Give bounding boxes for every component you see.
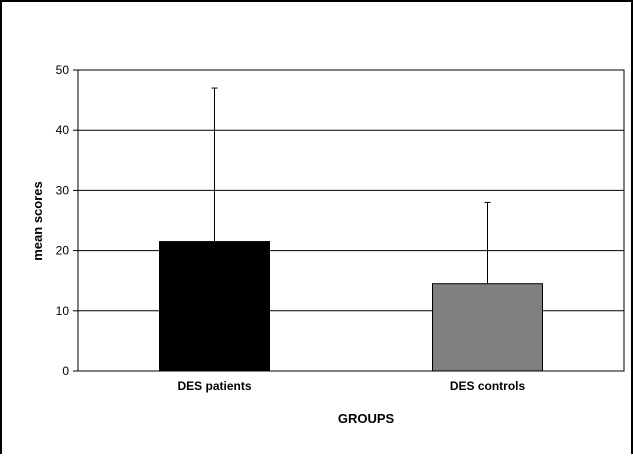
x-axis-tick-labels: DES patients DES controls — [177, 379, 525, 393]
y-axis-label: mean scores — [30, 181, 45, 261]
bar — [432, 283, 543, 372]
x-tick-label: DES patients — [177, 379, 251, 393]
y-tick-label: 20 — [56, 244, 70, 258]
y-tick-label: 50 — [56, 63, 70, 77]
y-tick-label: 30 — [56, 183, 70, 197]
x-axis-label: GROUPS — [338, 411, 395, 426]
y-axis-ticks: 0 10 20 30 40 50 — [56, 63, 78, 378]
error-bars — [211, 87, 491, 284]
x-tick-label: DES controls — [450, 379, 526, 393]
bar — [159, 241, 270, 372]
y-tick-label: 40 — [56, 123, 70, 137]
y-tick-label: 10 — [56, 304, 70, 318]
y-tick-label: 0 — [62, 364, 69, 378]
bars — [159, 241, 543, 372]
